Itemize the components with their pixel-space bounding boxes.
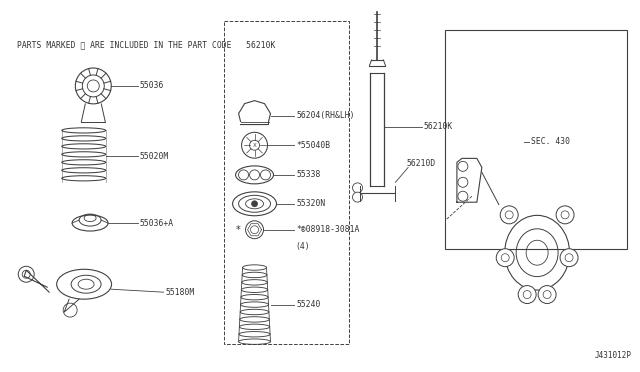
- Text: *®08918-3081A: *®08918-3081A: [296, 225, 360, 234]
- Circle shape: [250, 170, 260, 180]
- Circle shape: [458, 191, 468, 201]
- Circle shape: [353, 192, 362, 202]
- Circle shape: [458, 177, 468, 187]
- Circle shape: [353, 183, 362, 193]
- Text: 55020M: 55020M: [140, 152, 169, 161]
- Text: (4): (4): [296, 242, 310, 251]
- Text: 55036+A: 55036+A: [140, 219, 174, 228]
- Circle shape: [538, 286, 556, 304]
- Circle shape: [252, 201, 257, 207]
- Circle shape: [496, 249, 514, 267]
- Circle shape: [500, 206, 518, 224]
- Circle shape: [250, 140, 260, 150]
- Circle shape: [518, 286, 536, 304]
- Text: 56210K: 56210K: [424, 122, 452, 131]
- Bar: [224, 21, 349, 343]
- Text: J431012P: J431012P: [595, 351, 632, 360]
- Text: 55240: 55240: [296, 300, 321, 309]
- Text: PARTS MARKED 蒙 ARE INCLUDED IN THE PART CODE   56210K: PARTS MARKED 蒙 ARE INCLUDED IN THE PART …: [17, 41, 275, 50]
- Circle shape: [556, 206, 574, 224]
- Text: 55036: 55036: [140, 81, 164, 90]
- Text: *: *: [236, 225, 241, 235]
- Circle shape: [458, 161, 468, 171]
- Text: 55180M: 55180M: [166, 288, 195, 297]
- Circle shape: [246, 221, 264, 239]
- Circle shape: [241, 132, 268, 158]
- Bar: [445, 31, 627, 249]
- Circle shape: [239, 170, 248, 180]
- Text: X: X: [253, 143, 257, 148]
- Text: 56210D: 56210D: [406, 159, 435, 168]
- Text: 55338: 55338: [296, 170, 321, 179]
- Circle shape: [560, 249, 578, 267]
- Text: 56204(RH&LH): 56204(RH&LH): [296, 111, 355, 120]
- Polygon shape: [239, 101, 271, 125]
- Circle shape: [260, 170, 271, 180]
- Text: SEC. 430: SEC. 430: [531, 137, 570, 146]
- Text: 55320N: 55320N: [296, 199, 326, 208]
- Text: *55040B: *55040B: [296, 141, 331, 150]
